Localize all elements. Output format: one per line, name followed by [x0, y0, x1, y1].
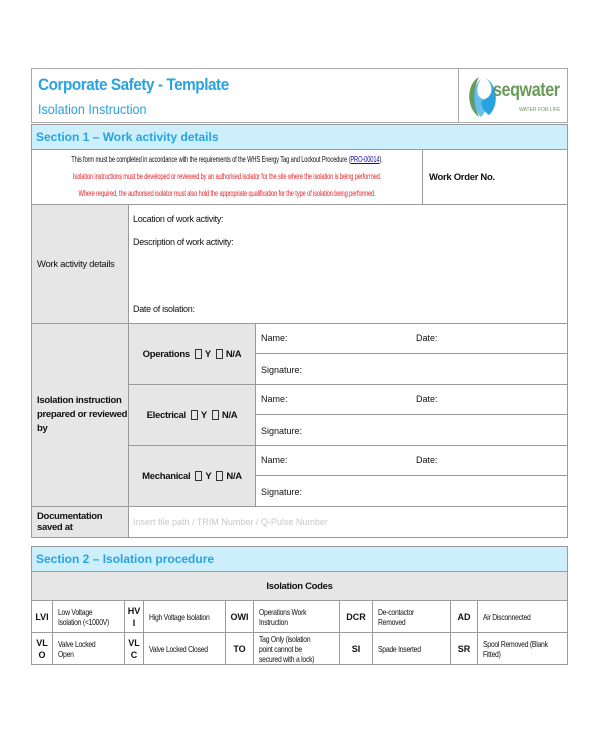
role-electrical: Electrical Y N/A [128, 384, 256, 446]
code-abbr: OWI [225, 600, 254, 633]
signature-field[interactable]: Signature: [255, 475, 568, 507]
intro-line-2: Isolation instructions must be developed… [72, 172, 382, 181]
code-abbr: VLC [124, 632, 144, 665]
name-date-field[interactable]: Name: Date: [255, 323, 568, 354]
logo-name: seqwater [493, 80, 560, 101]
isolation-label: Isolation instruction prepared or review… [31, 323, 129, 507]
checkbox-yes[interactable] [194, 349, 202, 359]
checkbox-yes[interactable] [190, 410, 198, 420]
code-abbr: HVI [124, 600, 144, 633]
work-activity-fields[interactable]: Location of work activity: Description o… [128, 204, 568, 324]
checkbox-yes[interactable] [195, 471, 203, 481]
checkbox-na[interactable] [216, 471, 224, 481]
code-abbr: AD [450, 600, 478, 633]
section2-header: Section 2 – Isolation procedure [31, 546, 568, 572]
checkbox-na[interactable] [211, 410, 219, 420]
isolation-codes-title: Isolation Codes [31, 571, 568, 601]
code-abbr: VLO [31, 632, 53, 665]
name-date-field[interactable]: Name: Date: [255, 445, 568, 476]
code-description: Air Disconnected [477, 600, 568, 633]
code-abbr: LVI [31, 600, 53, 633]
code-abbr: SI [339, 632, 373, 665]
checkbox-na[interactable] [215, 349, 223, 359]
description-field[interactable]: Description of work activity: [133, 237, 234, 247]
intro-text: This form must be completed in accordanc… [31, 149, 423, 205]
name-date-field[interactable]: Name: Date: [255, 384, 568, 415]
code-abbr: TO [225, 632, 254, 665]
role-operations: Operations Y N/A [128, 323, 256, 385]
signature-field[interactable]: Signature: [255, 414, 568, 446]
header: Corporate Safety - Template Isolation In… [31, 68, 568, 123]
code-description: Valve Locked Closed [143, 632, 226, 665]
section1-header: Section 1 – Work activity details [31, 124, 568, 150]
logo-drop-icon [469, 77, 496, 117]
code-description: Tag Only (isolation point cannot be secu… [253, 632, 340, 665]
code-description: Operations Work Instruction [253, 600, 340, 633]
work-order-field[interactable]: Work Order No. [422, 149, 568, 205]
code-description: Spade Inserted [372, 632, 451, 665]
intro-line-1: This form must be completed in accordanc… [71, 155, 383, 164]
code-description: Low Voltage Isolation (<1000V) [52, 600, 125, 633]
page-title: Corporate Safety - Template [38, 75, 229, 94]
location-field[interactable]: Location of work activity: [133, 214, 224, 224]
date-field[interactable]: Date of isolation: [133, 304, 195, 314]
code-description: Valve Locked Open [52, 632, 125, 665]
code-description: De-contactor Removed [372, 600, 451, 633]
page-subtitle: Isolation Instruction [38, 101, 147, 117]
signature-field[interactable]: Signature: [255, 353, 568, 385]
documentation-label: Documentation saved at [31, 506, 129, 538]
procedure-link[interactable]: PRO-00014 [350, 155, 380, 164]
code-description: Spool Removed (Blank Fitted) [477, 632, 568, 665]
code-abbr: SR [450, 632, 478, 665]
seqwater-logo: seqwater WATER FOR LIFE [458, 69, 568, 122]
role-mechanical: Mechanical Y N/A [128, 445, 256, 507]
work-activity-label: Work activity details [31, 204, 129, 324]
code-description: High Voltage Isolation [143, 600, 226, 633]
code-abbr: DCR [339, 600, 373, 633]
intro-line-3: Where required, the authorised isolator … [78, 189, 376, 198]
documentation-input[interactable]: Insert file path / TRIM Number / Q-Pulse… [128, 506, 568, 538]
logo-tagline: WATER FOR LIFE [519, 107, 561, 113]
